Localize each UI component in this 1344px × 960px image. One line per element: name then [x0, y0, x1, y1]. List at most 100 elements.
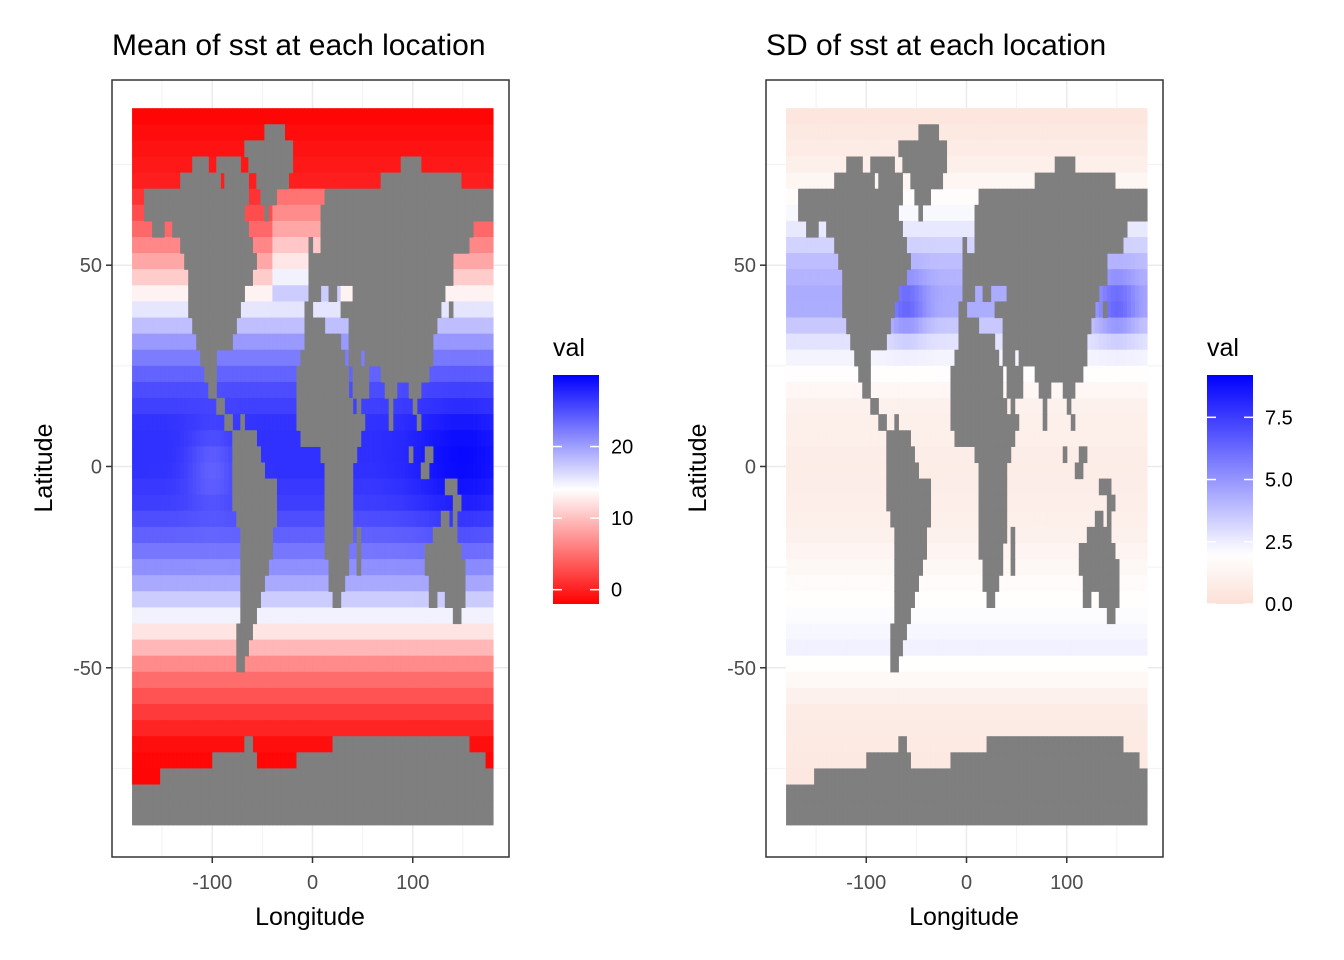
sst-tile — [148, 526, 153, 544]
sst-tile — [272, 591, 278, 608]
sst-tile — [260, 623, 265, 641]
land-tile — [236, 446, 241, 464]
sst-tile — [970, 204, 976, 222]
sst-tile — [140, 285, 145, 303]
sst-tile — [336, 124, 342, 141]
land-tile — [344, 204, 350, 222]
sst-tile — [232, 655, 237, 673]
sst-tile — [300, 494, 306, 512]
sst-tile — [854, 365, 859, 383]
sst-tile — [368, 446, 374, 464]
sst-tile — [264, 108, 269, 125]
sst-tile — [244, 317, 249, 335]
sst-tile — [256, 317, 261, 335]
sst-tile — [424, 124, 430, 141]
land-tile — [292, 800, 298, 818]
sst-tile — [484, 285, 490, 303]
sst-tile — [424, 156, 430, 174]
land-tile — [344, 446, 350, 464]
sst-tile — [476, 591, 482, 608]
sst-tile — [926, 220, 932, 238]
land-tile — [236, 784, 241, 802]
sst-tile — [316, 140, 322, 158]
sst-tile — [1074, 124, 1080, 141]
land-tile — [212, 784, 217, 802]
land-tile — [224, 253, 229, 270]
land-tile — [320, 237, 326, 254]
sst-tile — [448, 671, 454, 689]
land-tile — [476, 800, 482, 818]
sst-tile — [906, 172, 911, 190]
sst-tile — [144, 623, 149, 641]
sst-tile — [168, 575, 173, 592]
land-tile — [356, 414, 362, 431]
sst-tile — [316, 591, 322, 608]
land-tile — [304, 800, 310, 818]
sst-tile — [484, 253, 490, 270]
sst-tile — [176, 124, 181, 141]
sst-tile — [1090, 333, 1096, 351]
sst-tile — [168, 365, 173, 383]
sst-tile — [288, 720, 294, 737]
land-tile — [468, 752, 474, 770]
sst-tile — [484, 108, 490, 125]
land-tile — [316, 365, 322, 383]
land-tile — [336, 559, 342, 576]
land-tile — [212, 317, 217, 335]
sst-tile — [468, 510, 474, 528]
land-tile — [436, 188, 442, 206]
land-tile — [332, 784, 338, 802]
sst-tile — [220, 526, 225, 544]
land-tile — [248, 253, 253, 270]
land-tile — [432, 204, 438, 222]
sst-tile — [216, 542, 221, 560]
land-tile — [216, 253, 221, 270]
sst-tile — [432, 655, 438, 673]
land-tile — [320, 381, 326, 399]
sst-tile — [196, 623, 201, 641]
sst-tile — [416, 559, 422, 576]
sst-tile — [284, 124, 290, 141]
sst-tile — [140, 655, 145, 673]
sst-tile — [172, 671, 177, 689]
land-tile — [212, 349, 217, 367]
sst-tile — [304, 204, 310, 222]
sst-tile — [228, 591, 233, 608]
sst-tile — [488, 430, 494, 447]
sst-tile — [228, 655, 233, 673]
sst-tile — [372, 542, 378, 560]
sst-tile — [368, 526, 374, 544]
sst-tile — [826, 285, 831, 303]
land-tile — [476, 816, 482, 826]
sst-tile — [148, 365, 153, 383]
sst-tile — [168, 172, 173, 190]
sst-tile — [136, 462, 141, 480]
land-tile — [444, 172, 450, 190]
sst-tile — [842, 108, 847, 125]
land-tile — [256, 462, 261, 480]
land-tile — [324, 510, 330, 528]
sst-tile — [324, 156, 330, 174]
sst-tile — [268, 220, 274, 238]
land-tile — [384, 784, 390, 802]
land-tile — [452, 752, 458, 770]
sst-tile — [240, 349, 245, 367]
sst-tile — [1130, 140, 1136, 158]
sst-tile — [168, 542, 173, 560]
sst-tile — [480, 172, 486, 190]
sst-tile — [216, 446, 221, 464]
sst-tile — [914, 124, 919, 141]
sst-tile — [264, 317, 269, 335]
sst-tile — [204, 398, 209, 415]
land-tile — [292, 768, 298, 786]
sst-tile — [156, 542, 161, 560]
sst-tile — [954, 253, 960, 270]
land-tile — [388, 188, 394, 206]
land-tile — [448, 478, 454, 496]
land-tile — [404, 800, 410, 818]
land-tile — [200, 204, 205, 222]
sst-tile — [324, 687, 330, 705]
sst-tile — [164, 687, 169, 705]
sst-tile — [304, 655, 310, 673]
sst-tile — [986, 140, 992, 158]
